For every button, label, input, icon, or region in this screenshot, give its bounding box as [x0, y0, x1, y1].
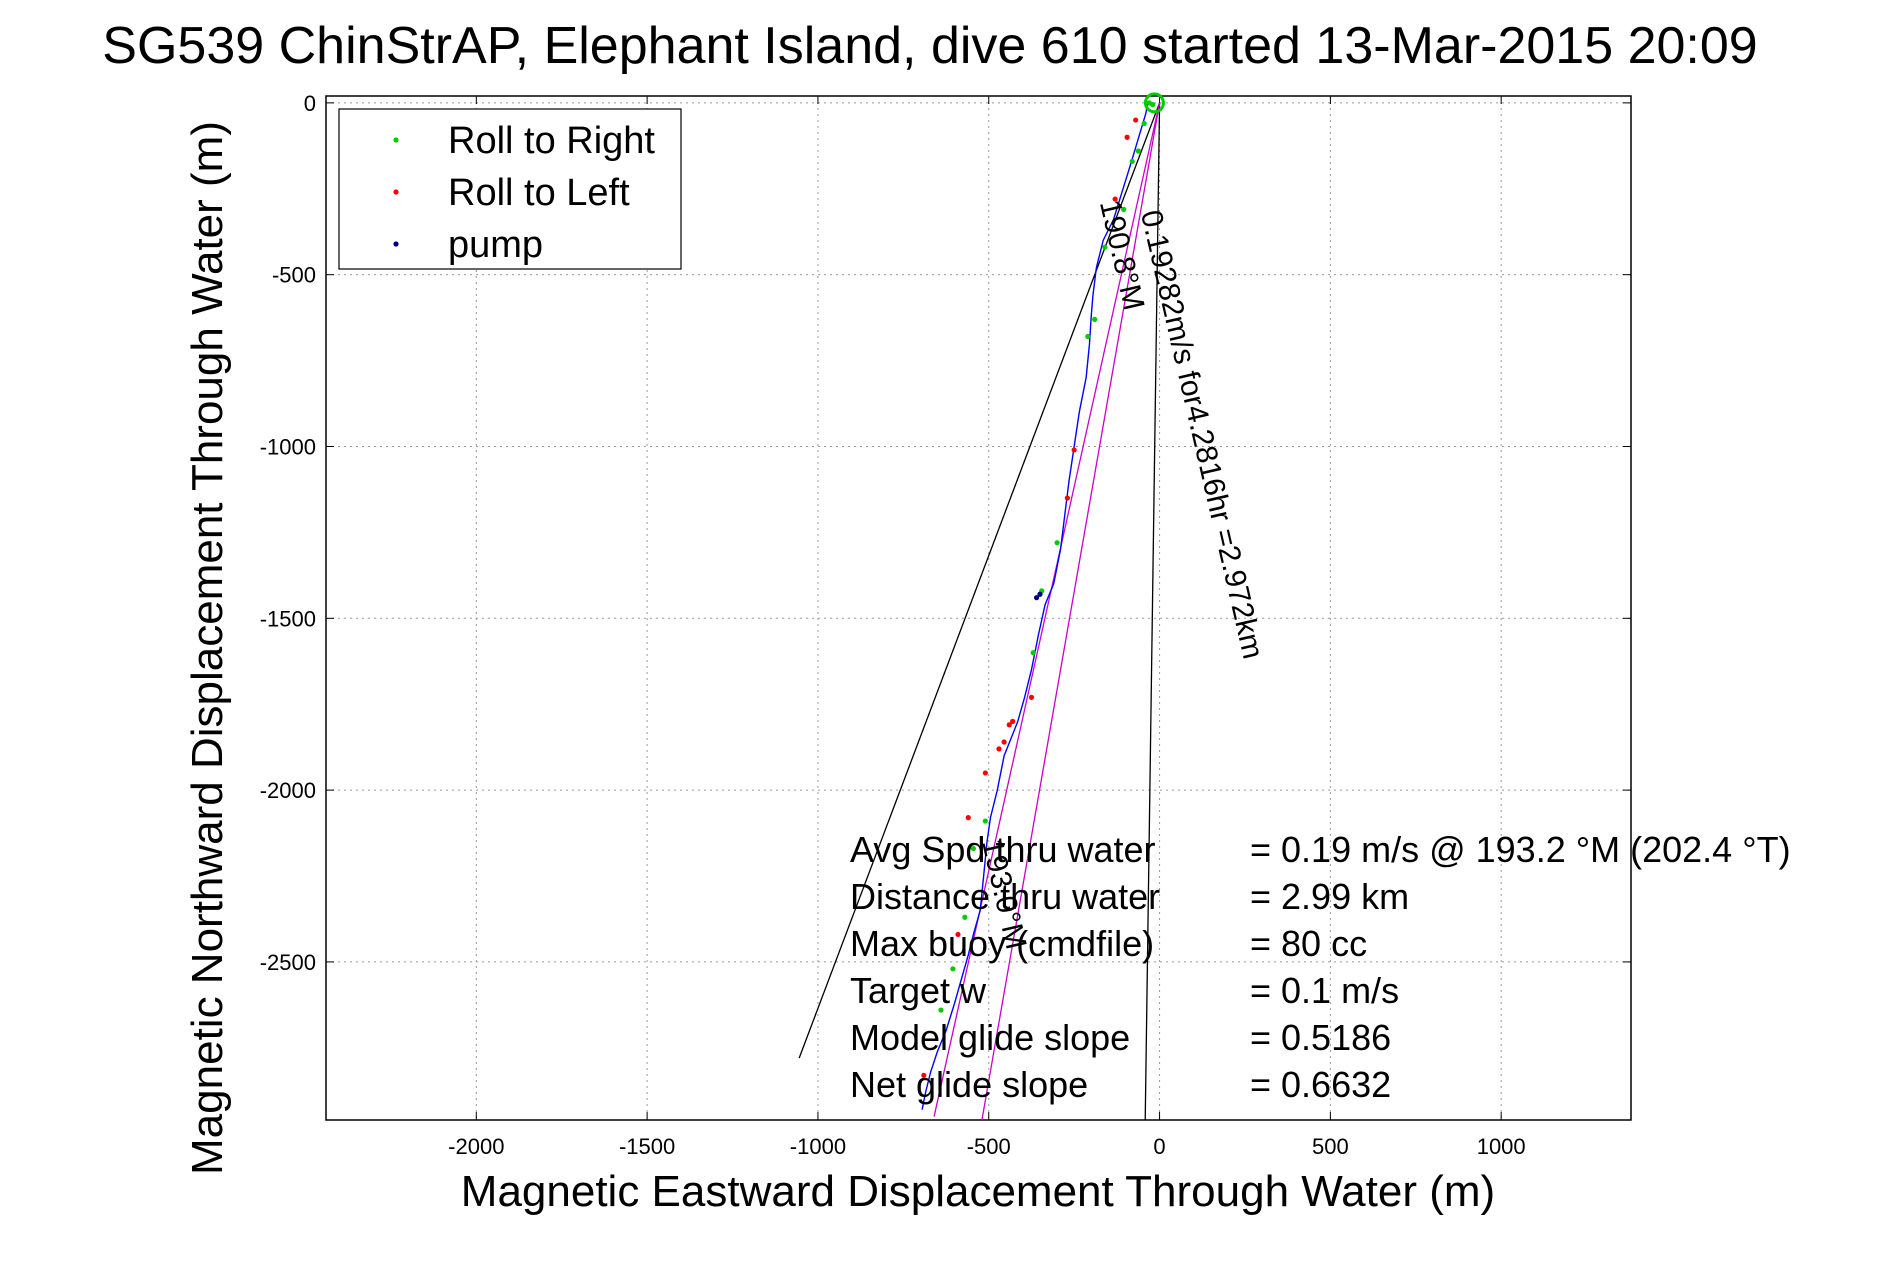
roll-left-point [1028, 694, 1035, 700]
roll-left-point [1006, 722, 1012, 728]
y-tick-label: -500 [272, 263, 316, 288]
roll-left-point [1124, 134, 1130, 140]
x-tick-label: -2000 [448, 1134, 504, 1159]
x-tick-label: 0 [1153, 1134, 1165, 1159]
annotation-label: Avg Spd thru water [850, 829, 1156, 870]
roll-left-point [921, 1072, 927, 1078]
roll-right-point [1135, 148, 1141, 154]
track-series [921, 102, 1149, 1110]
y-tick-label: -2500 [260, 950, 316, 975]
pump-point [1033, 595, 1040, 601]
x-tick-label: -500 [967, 1134, 1011, 1159]
x-axis-label: Magnetic Eastward Displacement Through W… [461, 1167, 1495, 1216]
reference-lines [798, 102, 1161, 1121]
legend-label: pump [448, 224, 543, 266]
legend: Roll to Right Roll to Left pump [338, 108, 682, 270]
annotation-value: = 0.5186 [1250, 1017, 1391, 1058]
roll-right-point [1129, 158, 1135, 164]
x-tick-label: -1000 [790, 1134, 846, 1159]
roll-left-point [965, 815, 971, 821]
roll-left-point [955, 931, 961, 938]
legend-marker [393, 241, 399, 247]
roll-left-point [982, 770, 988, 776]
roll-left-point [1112, 196, 1118, 202]
roll-right-point [1141, 120, 1147, 127]
roll-left-point [1064, 495, 1070, 501]
roll-right-point [970, 845, 976, 852]
x-tick-label: 500 [1312, 1134, 1349, 1159]
y-ticks: 0 -500 -1000 -1500 -2000 -2500 [260, 91, 1631, 975]
legend-label: Roll to Left [448, 172, 630, 214]
roll-right-point [962, 914, 968, 920]
net-displacement [798, 102, 1161, 1059]
annotation-label: Distance thru water [850, 876, 1160, 917]
annotation-block: Avg Spd thru water = 0.19 m/s @ 193.2 °M … [850, 829, 1791, 1105]
magenta-line [981, 102, 1161, 1121]
roll-right-point [1102, 244, 1108, 250]
roll-right-point [982, 818, 988, 824]
y-axis-label: Magnetic Northward Displacement Through … [183, 121, 232, 1175]
annotation-label: Model glide slope [850, 1017, 1130, 1058]
legend-marker [393, 189, 399, 195]
marker-series [921, 92, 1165, 1078]
annotation-value: = 0.1 m/s [1250, 970, 1399, 1011]
x-tick-label: 1000 [1477, 1134, 1526, 1159]
roll-left-point [996, 746, 1002, 752]
y-tick-label: 0 [304, 91, 316, 116]
annotation-label: Target w [850, 970, 987, 1011]
x-ticks: -2000 -1500 -1000 -500 0 500 1000 [448, 96, 1526, 1159]
y-tick-label: -1500 [260, 606, 316, 631]
roll-right-point [1085, 333, 1091, 340]
annotation-value: = 80 cc [1250, 923, 1367, 964]
legend-marker [393, 137, 399, 143]
roll-left-point [1133, 117, 1139, 123]
roll-left-point [1071, 447, 1077, 453]
roll-left-point [1010, 718, 1016, 724]
track-line [921, 102, 1149, 1110]
y-tick-label: -1000 [260, 434, 316, 459]
start-marker [1143, 92, 1165, 114]
roll-left-point [1001, 739, 1007, 745]
roll-right-point [1092, 316, 1098, 322]
annotation-value: = 0.19 m/s @ 193.2 °M (202.4 °T) [1250, 829, 1791, 870]
roll-right-point [950, 966, 956, 972]
legend-label: Roll to Right [448, 120, 655, 162]
grid-lines [326, 96, 1631, 1120]
x-tick-label: -1500 [619, 1134, 675, 1159]
annotation-label: Max buoy (cmdfile) [850, 923, 1154, 964]
roll-right-point [1150, 101, 1156, 108]
annotation-value: = 0.6632 [1250, 1064, 1391, 1105]
roll-right-point [938, 1007, 944, 1013]
annotation-value: = 2.99 km [1250, 876, 1409, 917]
roll-right-point [1054, 540, 1060, 546]
current-line [933, 102, 1161, 1117]
annotation-label: Net glide slope [850, 1064, 1088, 1105]
chart-title: SG539 ChinStrAP, Elephant Island, dive 6… [102, 17, 1757, 75]
roll-right-point [1030, 650, 1036, 656]
pump-point [1037, 591, 1043, 597]
y-tick-label: -2000 [260, 778, 316, 803]
heading-line [1144, 102, 1161, 1121]
roll-right-point [1121, 206, 1127, 212]
